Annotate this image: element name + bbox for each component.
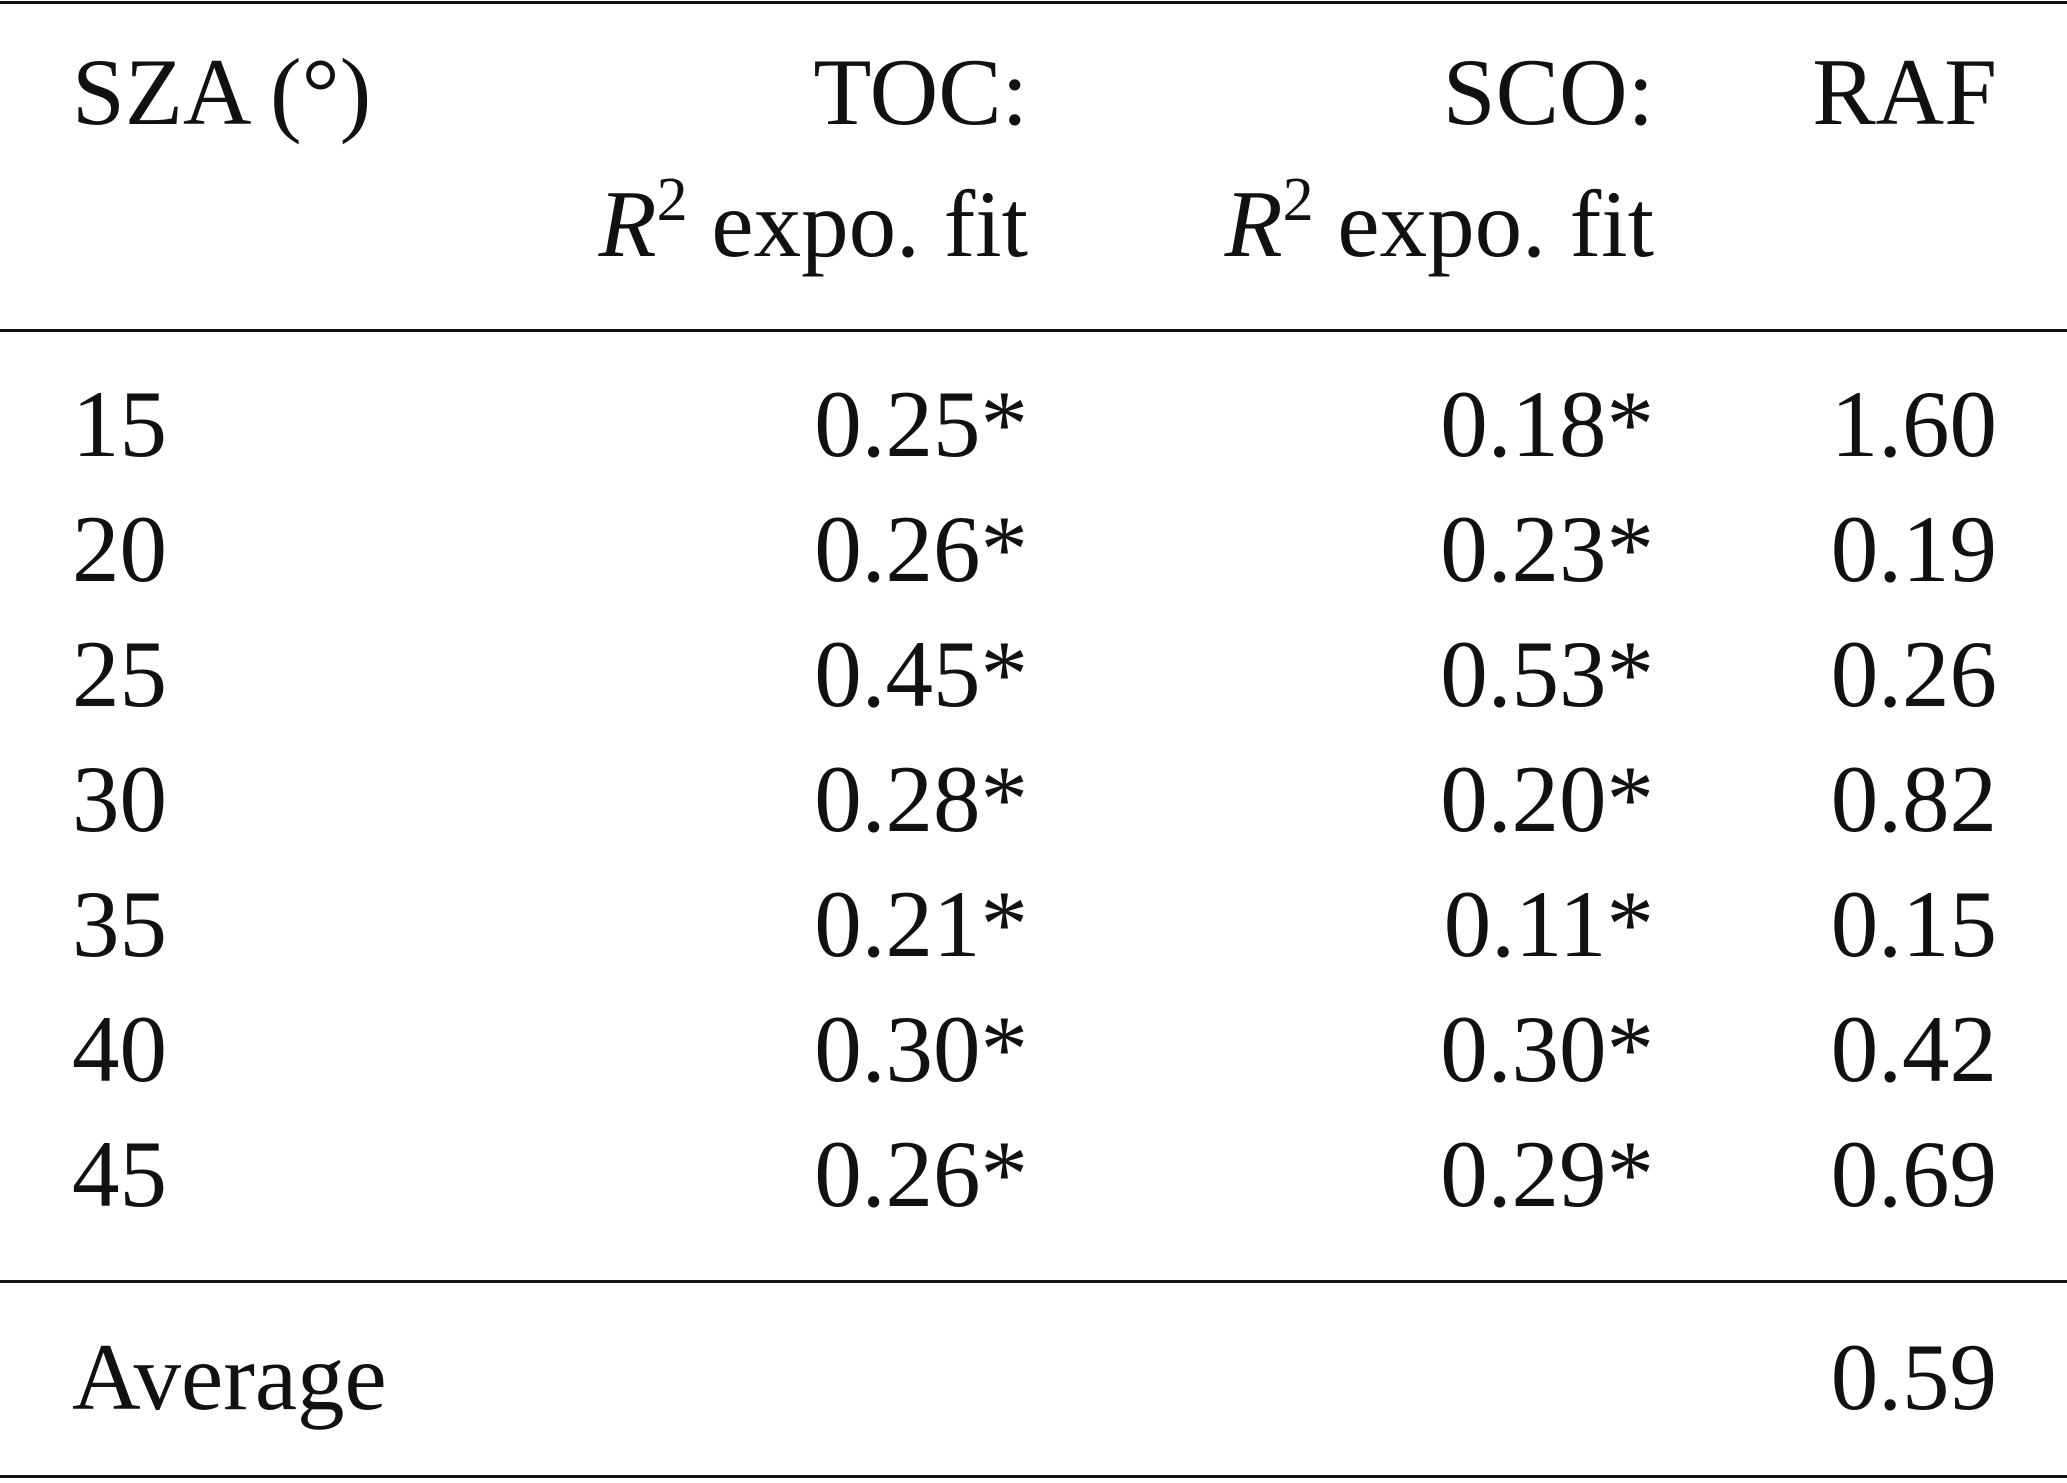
- header-toc-sub: R2 expo. fit: [599, 162, 1028, 299]
- table-row: 45 0.26* 0.29* 0.69: [0, 1112, 2067, 1237]
- cell-sco-r2: 0.29*: [1440, 1121, 1654, 1227]
- cell-sco-r2: 0.53*: [1440, 621, 1654, 727]
- cell-sco-r2: 0.20*: [1440, 746, 1654, 852]
- header-sza: SZA (°): [72, 39, 372, 145]
- table-row: 30 0.28* 0.20* 0.82: [0, 737, 2067, 862]
- header-raf: RAF: [1812, 39, 1997, 145]
- header-sco-sub-text: expo. fit: [1313, 171, 1654, 277]
- r-variable: R: [1224, 171, 1283, 277]
- cell-raf: 0.82: [1830, 746, 1997, 852]
- average-label: Average: [72, 1324, 387, 1430]
- cell-raf: 1.60: [1830, 371, 1997, 477]
- cell-sza: 25: [72, 621, 167, 727]
- cell-toc-r2: 0.28*: [814, 746, 1028, 852]
- cell-toc-r2: 0.25*: [814, 371, 1028, 477]
- cell-sza: 15: [72, 371, 167, 477]
- header-row-2: R2 expo. fit R2 expo. fit: [0, 162, 2067, 287]
- bottom-rule: [0, 1475, 2067, 1478]
- header-rule: [0, 329, 2067, 332]
- footer-rule: [0, 1280, 2067, 1283]
- footer-row: Average 0.59: [0, 1315, 2067, 1440]
- header-toc-sub-text: expo. fit: [687, 171, 1028, 277]
- cell-sco-r2: 0.23*: [1440, 496, 1654, 602]
- cell-toc-r2: 0.21*: [814, 871, 1028, 977]
- cell-sza: 30: [72, 746, 167, 852]
- cell-sco-r2: 0.30*: [1440, 996, 1654, 1102]
- cell-raf: 0.42: [1830, 996, 1997, 1102]
- superscript: 2: [656, 166, 688, 234]
- cell-sco-r2: 0.18*: [1440, 371, 1654, 477]
- header-sco-sub: R2 expo. fit: [1225, 162, 1654, 299]
- table-row: 40 0.30* 0.30* 0.42: [0, 987, 2067, 1112]
- cell-toc-r2: 0.26*: [814, 1121, 1028, 1227]
- table-row: 20 0.26* 0.23* 0.19: [0, 487, 2067, 612]
- table-row: 25 0.45* 0.53* 0.26: [0, 612, 2067, 737]
- average-raf: 0.59: [1830, 1324, 1997, 1430]
- cell-sza: 20: [72, 496, 167, 602]
- cell-toc-r2: 0.45*: [814, 621, 1028, 727]
- cell-sza: 45: [72, 1121, 167, 1227]
- table-row: 35 0.21* 0.11* 0.15: [0, 862, 2067, 987]
- header-sco: SCO:: [1442, 39, 1654, 145]
- cell-toc-r2: 0.26*: [814, 496, 1028, 602]
- header-row-1: SZA (°) TOC: SCO: RAF: [0, 30, 2067, 155]
- cell-raf: 0.26: [1830, 621, 1997, 727]
- cell-raf: 0.69: [1830, 1121, 1997, 1227]
- header-toc: TOC:: [813, 39, 1028, 145]
- cell-raf: 0.19: [1830, 496, 1997, 602]
- cell-sza: 35: [72, 871, 167, 977]
- superscript: 2: [1282, 166, 1314, 234]
- table-row: 15 0.25* 0.18* 1.60: [0, 362, 2067, 487]
- cell-raf: 0.15: [1830, 871, 1997, 977]
- top-rule: [0, 1, 2067, 4]
- r-variable: R: [598, 171, 657, 277]
- cell-toc-r2: 0.30*: [814, 996, 1028, 1102]
- cell-sza: 40: [72, 996, 167, 1102]
- cell-sco-r2: 0.11*: [1443, 871, 1654, 977]
